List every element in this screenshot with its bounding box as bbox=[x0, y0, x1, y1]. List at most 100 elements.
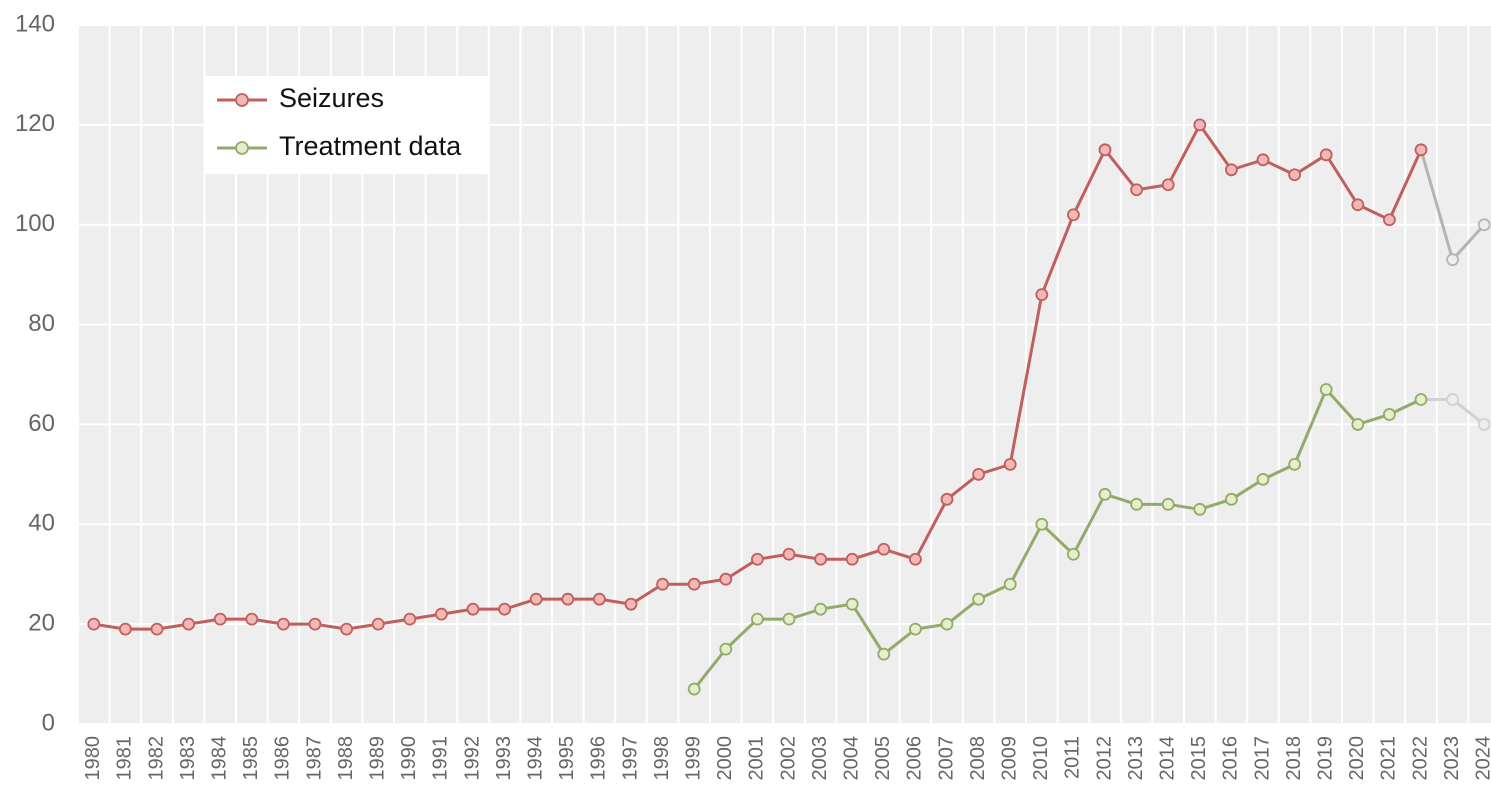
y-tick-label: 0 bbox=[42, 709, 55, 736]
marker bbox=[1193, 118, 1207, 132]
marker bbox=[1288, 457, 1301, 471]
marker bbox=[434, 607, 448, 621]
x-tick-label: 2015 bbox=[1188, 736, 1210, 781]
y-tick-label: 100 bbox=[15, 210, 55, 237]
x-tick-label: 2017 bbox=[1251, 736, 1273, 781]
x-tick-label: 1999 bbox=[682, 736, 704, 781]
legend-label: Treatment data bbox=[279, 131, 462, 161]
x-tick-label: 2002 bbox=[777, 736, 799, 781]
legend-box bbox=[205, 76, 488, 174]
marker bbox=[1414, 393, 1428, 406]
marker bbox=[371, 617, 385, 631]
x-tick-label: 2022 bbox=[1409, 736, 1431, 781]
marker bbox=[845, 552, 859, 566]
marker bbox=[498, 602, 512, 616]
legend-label: Seizures bbox=[279, 83, 384, 113]
x-tick-label: 1991 bbox=[430, 736, 452, 781]
x-tick-label: 2012 bbox=[1093, 736, 1115, 781]
marker bbox=[719, 642, 733, 656]
marker bbox=[940, 617, 954, 631]
y-tick-label: 140 bbox=[15, 10, 55, 37]
x-tick-label: 1981 bbox=[114, 736, 136, 781]
x-tick-label: 1987 bbox=[303, 736, 325, 781]
marker bbox=[1477, 418, 1491, 431]
marker bbox=[719, 572, 733, 586]
x-tick-label: 1994 bbox=[524, 736, 546, 781]
marker bbox=[1003, 457, 1017, 471]
x-tick-label: 1983 bbox=[177, 736, 199, 781]
marker bbox=[814, 602, 827, 616]
marker bbox=[1256, 153, 1270, 167]
marker bbox=[909, 552, 922, 566]
x-tick-label: 2006 bbox=[904, 736, 926, 781]
x-tick-label: 1993 bbox=[493, 736, 515, 781]
x-tick-label: 1997 bbox=[619, 736, 641, 781]
x-tick-label: 2003 bbox=[809, 736, 831, 781]
marker bbox=[1351, 418, 1365, 431]
marker bbox=[1098, 143, 1112, 157]
marker bbox=[1161, 178, 1175, 192]
x-tick-label: 2016 bbox=[1220, 736, 1242, 781]
x-tick-label: 1989 bbox=[366, 736, 388, 781]
faded-segment bbox=[1451, 398, 1486, 426]
marker bbox=[1414, 143, 1428, 157]
marker bbox=[1383, 213, 1396, 227]
x-tick-label: 1986 bbox=[272, 736, 294, 781]
marker bbox=[1225, 163, 1238, 177]
marker bbox=[814, 552, 827, 566]
x-tick-label: 1998 bbox=[651, 736, 673, 781]
x-tick-label: 2004 bbox=[840, 736, 862, 781]
faded-segment bbox=[1451, 223, 1486, 261]
x-tick-label: 2020 bbox=[1346, 736, 1368, 781]
x-tick-label: 2021 bbox=[1378, 736, 1400, 781]
marker bbox=[624, 597, 638, 611]
y-tick-label: 80 bbox=[28, 310, 55, 337]
marker bbox=[150, 622, 164, 636]
x-tick-label: 2018 bbox=[1283, 736, 1305, 781]
marker bbox=[1446, 393, 1459, 406]
marker bbox=[561, 592, 575, 606]
marker bbox=[1225, 492, 1238, 506]
marker bbox=[1130, 497, 1143, 511]
x-tick-label: 2000 bbox=[714, 736, 736, 781]
x-tick-label: 1982 bbox=[145, 736, 167, 781]
marker bbox=[751, 552, 764, 566]
marker bbox=[877, 647, 891, 661]
x-tick-label: 1992 bbox=[461, 736, 483, 781]
marker bbox=[1193, 502, 1207, 516]
x-tick-label: 2014 bbox=[1156, 736, 1178, 781]
x-tick-label: 1996 bbox=[588, 736, 610, 781]
marker bbox=[877, 542, 891, 556]
x-tick-label: 2007 bbox=[935, 736, 957, 781]
y-tick-label: 120 bbox=[15, 110, 55, 137]
legend-marker bbox=[235, 93, 249, 107]
marker bbox=[276, 617, 290, 631]
marker bbox=[1130, 183, 1143, 197]
marker bbox=[466, 602, 480, 616]
x-tick-label: 2019 bbox=[1314, 736, 1336, 781]
marker bbox=[909, 622, 922, 636]
marker bbox=[1288, 168, 1301, 182]
x-tick-label: 2005 bbox=[872, 736, 894, 781]
marker bbox=[245, 612, 259, 626]
marker bbox=[340, 622, 354, 636]
marker bbox=[972, 592, 985, 606]
marker bbox=[593, 592, 606, 606]
x-tick-label: 2024 bbox=[1472, 736, 1491, 781]
marker bbox=[1319, 383, 1333, 396]
marker bbox=[751, 612, 764, 626]
x-tick-label: 2008 bbox=[967, 736, 989, 781]
marker bbox=[940, 492, 954, 506]
marker bbox=[1446, 253, 1459, 267]
marker bbox=[845, 597, 859, 611]
marker bbox=[687, 682, 701, 696]
marker bbox=[1319, 148, 1333, 162]
x-tick-label: 1995 bbox=[556, 736, 578, 781]
marker bbox=[403, 612, 417, 626]
marker bbox=[182, 617, 196, 631]
marker bbox=[1098, 487, 1112, 501]
y-tick-label: 40 bbox=[28, 510, 55, 537]
marker bbox=[782, 612, 796, 626]
marker bbox=[1035, 517, 1049, 531]
